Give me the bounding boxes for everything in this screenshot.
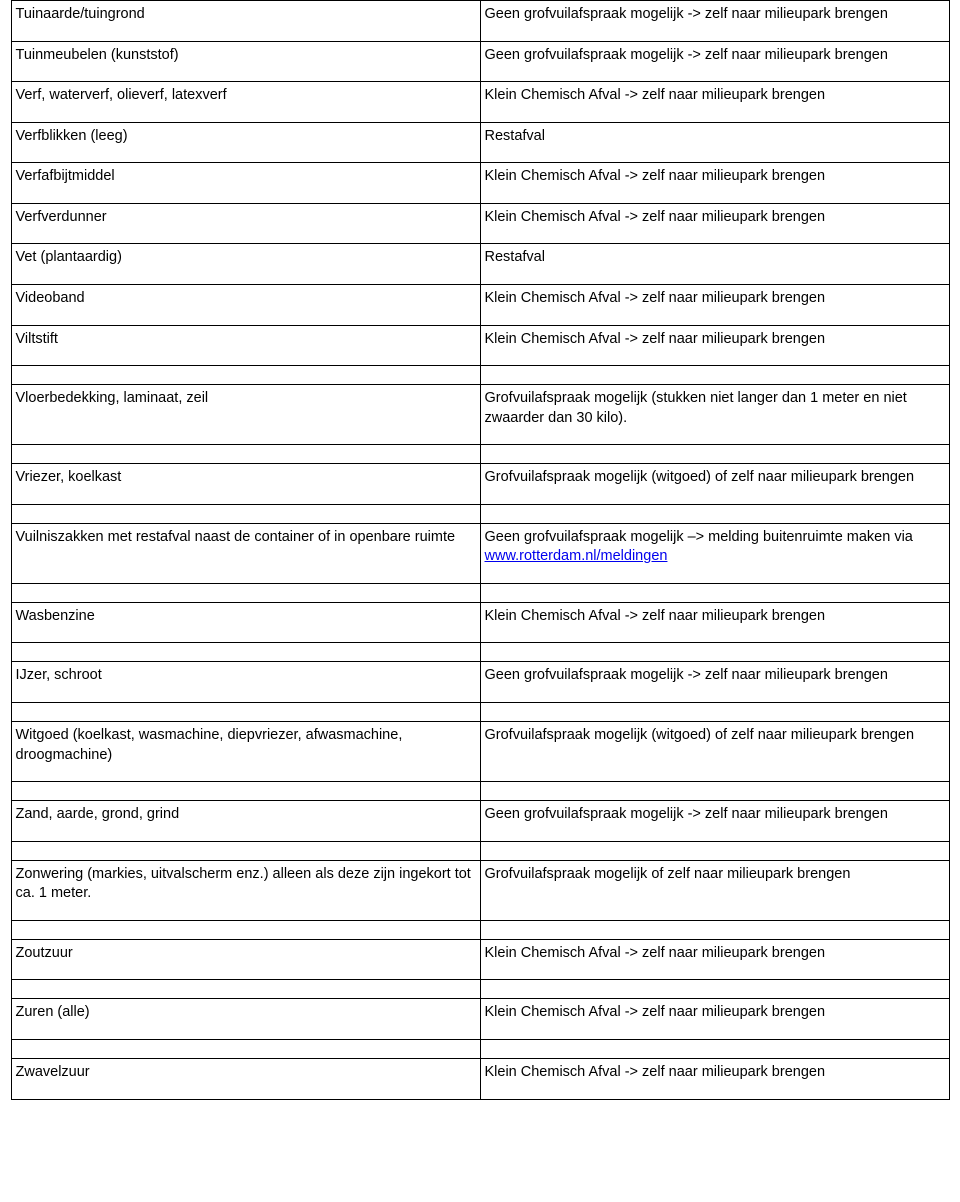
gap-row (11, 583, 949, 602)
table-row: Vet (plantaardig)Restafval (11, 244, 949, 285)
instruction-link[interactable]: www.rotterdam.nl/meldingen (485, 548, 668, 564)
instruction-cell: Grofvuilafspraak mogelijk of zelf naar m… (480, 860, 949, 920)
table-row: Zand, aarde, grond, grindGeen grofvuilaf… (11, 801, 949, 842)
table-row: Tuinmeubelen (kunststof)Geen grofvuilafs… (11, 41, 949, 82)
instruction-cell: Geen grofvuilafspraak mogelijk –> meldin… (480, 523, 949, 583)
gap-cell (480, 980, 949, 999)
gap-row (11, 643, 949, 662)
instruction-cell: Klein Chemisch Afval -> zelf naar milieu… (480, 284, 949, 325)
gap-cell (480, 782, 949, 801)
item-cell: Videoband (11, 284, 480, 325)
gap-cell (11, 1039, 480, 1058)
item-cell: Vuilniszakken met restafval naast de con… (11, 523, 480, 583)
instruction-cell: Geen grofvuilafspraak mogelijk -> zelf n… (480, 1, 949, 42)
item-cell: Zuren (alle) (11, 999, 480, 1040)
waste-disposal-table: Tuinaarde/tuingrondGeen grofvuilafspraak… (11, 0, 950, 1100)
item-cell: Zand, aarde, grond, grind (11, 801, 480, 842)
gap-cell (480, 366, 949, 385)
instruction-cell: Klein Chemisch Afval -> zelf naar milieu… (480, 203, 949, 244)
item-cell: Viltstift (11, 325, 480, 366)
gap-row (11, 366, 949, 385)
item-cell: Tuinaarde/tuingrond (11, 1, 480, 42)
instruction-cell: Restafval (480, 122, 949, 163)
item-cell: Verfverdunner (11, 203, 480, 244)
gap-cell (11, 643, 480, 662)
instruction-cell: Geen grofvuilafspraak mogelijk -> zelf n… (480, 662, 949, 703)
instruction-cell: Grofvuilafspraak mogelijk (stukken niet … (480, 385, 949, 445)
table-row: VerfverdunnerKlein Chemisch Afval -> zel… (11, 203, 949, 244)
gap-row (11, 504, 949, 523)
instruction-cell: Klein Chemisch Afval -> zelf naar milieu… (480, 1058, 949, 1099)
table-row: VerfafbijtmiddelKlein Chemisch Afval -> … (11, 163, 949, 204)
gap-row (11, 703, 949, 722)
instruction-text: Geen grofvuilafspraak mogelijk –> meldin… (485, 529, 913, 545)
instruction-cell: Klein Chemisch Afval -> zelf naar milieu… (480, 939, 949, 980)
table-row: ZwavelzuurKlein Chemisch Afval -> zelf n… (11, 1058, 949, 1099)
item-cell: Vloerbedekking, laminaat, zeil (11, 385, 480, 445)
gap-cell (480, 643, 949, 662)
instruction-cell: Klein Chemisch Afval -> zelf naar milieu… (480, 163, 949, 204)
instruction-cell: Grofvuilafspraak mogelijk (witgoed) of z… (480, 464, 949, 505)
gap-cell (11, 703, 480, 722)
table-row: ZoutzuurKlein Chemisch Afval -> zelf naa… (11, 939, 949, 980)
gap-row (11, 920, 949, 939)
item-cell: IJzer, schroot (11, 662, 480, 703)
gap-cell (480, 703, 949, 722)
item-cell: Zwavelzuur (11, 1058, 480, 1099)
gap-cell (480, 1039, 949, 1058)
gap-cell (11, 782, 480, 801)
table-row: VideobandKlein Chemisch Afval -> zelf na… (11, 284, 949, 325)
table-row: Verfblikken (leeg)Restafval (11, 122, 949, 163)
gap-cell (480, 504, 949, 523)
table-row: ViltstiftKlein Chemisch Afval -> zelf na… (11, 325, 949, 366)
item-cell: Tuinmeubelen (kunststof) (11, 41, 480, 82)
gap-cell (11, 920, 480, 939)
item-cell: Zoutzuur (11, 939, 480, 980)
instruction-cell: Klein Chemisch Afval -> zelf naar milieu… (480, 999, 949, 1040)
gap-cell (11, 445, 480, 464)
item-cell: Verfafbijtmiddel (11, 163, 480, 204)
gap-cell (11, 504, 480, 523)
item-cell: Zonwering (markies, uitvalscherm enz.) a… (11, 860, 480, 920)
gap-cell (480, 841, 949, 860)
gap-cell (11, 366, 480, 385)
instruction-cell: Restafval (480, 244, 949, 285)
item-cell: Vet (plantaardig) (11, 244, 480, 285)
gap-row (11, 782, 949, 801)
gap-row (11, 841, 949, 860)
table-row: Zuren (alle)Klein Chemisch Afval -> zelf… (11, 999, 949, 1040)
gap-cell (11, 841, 480, 860)
item-cell: Wasbenzine (11, 602, 480, 643)
gap-cell (480, 920, 949, 939)
table-row: Vloerbedekking, laminaat, zeilGrofvuilaf… (11, 385, 949, 445)
item-cell: Vriezer, koelkast (11, 464, 480, 505)
table-row: Zonwering (markies, uitvalscherm enz.) a… (11, 860, 949, 920)
instruction-cell: Klein Chemisch Afval -> zelf naar milieu… (480, 82, 949, 123)
table-row: Vriezer, koelkastGrofvuilafspraak mogeli… (11, 464, 949, 505)
instruction-cell: Geen grofvuilafspraak mogelijk -> zelf n… (480, 801, 949, 842)
gap-row (11, 980, 949, 999)
item-cell: Witgoed (koelkast, wasmachine, diepvriez… (11, 722, 480, 782)
gap-row (11, 1039, 949, 1058)
gap-row (11, 445, 949, 464)
table-row: Vuilniszakken met restafval naast de con… (11, 523, 949, 583)
gap-cell (480, 583, 949, 602)
gap-cell (480, 445, 949, 464)
table-row: Witgoed (koelkast, wasmachine, diepvriez… (11, 722, 949, 782)
table-row: WasbenzineKlein Chemisch Afval -> zelf n… (11, 602, 949, 643)
instruction-cell: Grofvuilafspraak mogelijk (witgoed) of z… (480, 722, 949, 782)
table-row: Verf, waterverf, olieverf, latexverfKlei… (11, 82, 949, 123)
item-cell: Verf, waterverf, olieverf, latexverf (11, 82, 480, 123)
instruction-cell: Geen grofvuilafspraak mogelijk -> zelf n… (480, 41, 949, 82)
instruction-cell: Klein Chemisch Afval -> zelf naar milieu… (480, 602, 949, 643)
table-row: IJzer, schrootGeen grofvuilafspraak moge… (11, 662, 949, 703)
item-cell: Verfblikken (leeg) (11, 122, 480, 163)
table-row: Tuinaarde/tuingrondGeen grofvuilafspraak… (11, 1, 949, 42)
gap-cell (11, 980, 480, 999)
instruction-cell: Klein Chemisch Afval -> zelf naar milieu… (480, 325, 949, 366)
gap-cell (11, 583, 480, 602)
